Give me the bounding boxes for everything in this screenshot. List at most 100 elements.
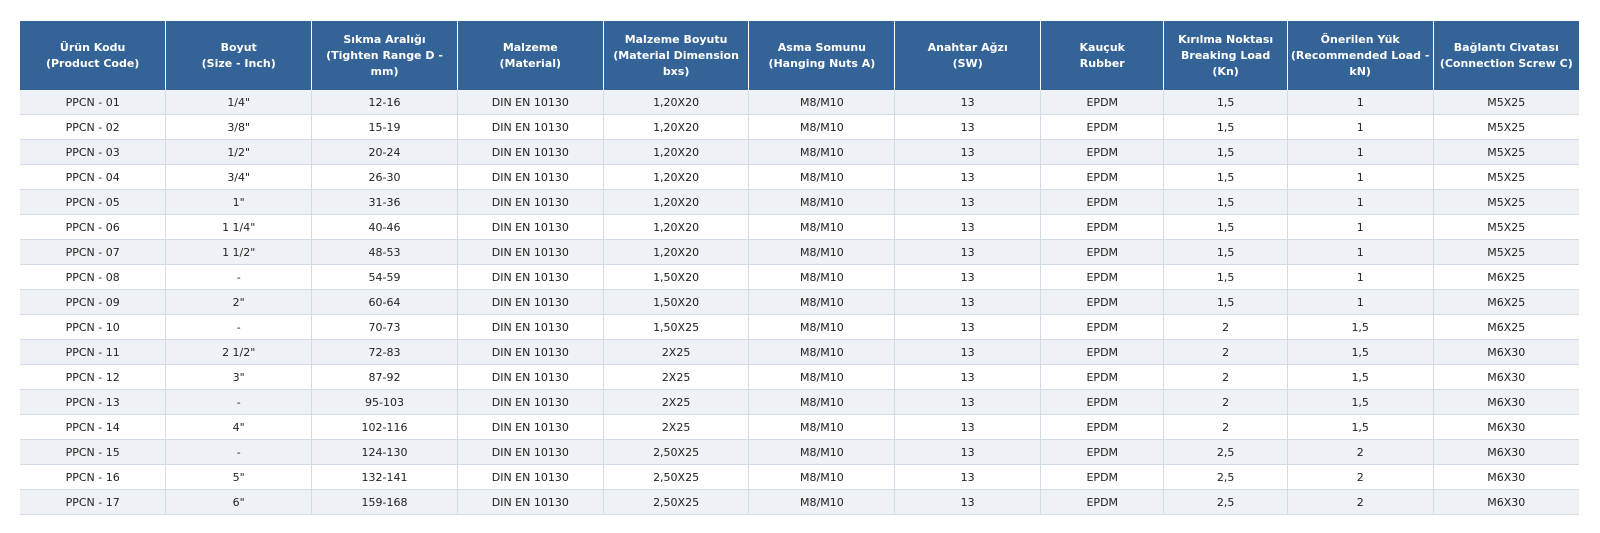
- connection-screw-cell: M5X25: [1433, 239, 1579, 265]
- connection-screw-cell: M6X30: [1433, 339, 1579, 365]
- connection-screw-cell: M6X30: [1433, 389, 1579, 415]
- wrench-size-cell: 13: [894, 114, 1042, 140]
- tighten-range-cell: 132-141: [311, 464, 458, 490]
- tighten-range-cell: 70-73: [311, 314, 458, 340]
- hanging-nuts-cell: M8/M10: [748, 289, 896, 315]
- tighten-range-cell: 102-116: [311, 414, 458, 440]
- size-cell: -: [165, 264, 313, 290]
- hanging-nuts-cell: M8/M10: [748, 239, 896, 265]
- table-row: PPCN - 10-70-73 DIN EN 10130 1,50X25 M8/M10…: [20, 314, 1579, 340]
- recommended-load-cell: 1,5: [1287, 314, 1434, 340]
- table-row: PPCN - 13-95-103 DIN EN 10130 2X25 M8/M10 13…: [20, 389, 1579, 415]
- rubber-cell: EPDM: [1040, 489, 1165, 515]
- material-cell: DIN EN 10130: [457, 239, 604, 265]
- table-row: PPCN - 04 3/4" 26-30 DIN EN 10130 1,20X20 M8/…: [20, 164, 1579, 190]
- column-header-size: Boyut (Size - Inch): [165, 21, 313, 90]
- wrench-size-cell: 13: [894, 289, 1042, 315]
- size-cell: 1/4": [165, 90, 313, 115]
- column-header-connection-screw: Bağlantı Civatası (Connection Screw C): [1433, 21, 1579, 90]
- rubber-cell: EPDM: [1040, 414, 1165, 440]
- rubber-cell: EPDM: [1040, 464, 1165, 490]
- table-row: PPCN - 12 3" 87-92 DIN EN 10130 2X25 M8/M10 13…: [20, 364, 1579, 390]
- wrench-size-cell: 13: [894, 239, 1042, 265]
- material-cell: DIN EN 10130: [457, 314, 604, 340]
- rubber-cell: EPDM: [1040, 364, 1165, 390]
- table-row: PPCN - 09 2" 60-64 DIN EN 10130 1,50X20 M8/M1…: [20, 289, 1579, 315]
- breaking-load-cell: 1,5: [1163, 214, 1288, 240]
- product-code-cell: PPCN - 01: [20, 90, 167, 115]
- connection-screw-cell: M5X25: [1433, 189, 1579, 215]
- rubber-cell: EPDM: [1040, 189, 1165, 215]
- breaking-load-cell: 2: [1163, 414, 1288, 440]
- size-cell: 2 1/2": [165, 339, 313, 365]
- hanging-nuts-cell: M8/M10: [748, 90, 896, 115]
- tighten-range-cell: 60-64: [311, 289, 458, 315]
- size-cell: 3": [165, 364, 313, 390]
- product-code-cell: PPCN - 04: [20, 164, 167, 190]
- breaking-load-cell: 2: [1163, 314, 1288, 340]
- hanging-nuts-cell: M8/M10: [748, 464, 896, 490]
- connection-screw-cell: M5X25: [1433, 164, 1579, 190]
- breaking-load-cell: 2,5: [1163, 489, 1288, 515]
- product-code-cell: PPCN - 10: [20, 314, 167, 340]
- hanging-nuts-cell: M8/M10: [748, 489, 896, 515]
- material-dimension-cell: 1,20X20: [603, 139, 750, 165]
- hanging-nuts-cell: M8/M10: [748, 114, 896, 140]
- breaking-load-cell: 1,5: [1163, 114, 1288, 140]
- recommended-load-cell: 1: [1287, 214, 1434, 240]
- column-header-breaking-load: Kırılma Noktası Breaking Load (Kn): [1163, 21, 1288, 90]
- size-cell: -: [165, 389, 313, 415]
- product-code-cell: PPCN - 13: [20, 389, 167, 415]
- table-row: PPCN - 02 3/8" 15-19 DIN EN 10130 1,20X20 M8/…: [20, 114, 1579, 140]
- hanging-nuts-cell: M8/M10: [748, 339, 896, 365]
- connection-screw-cell: M6X30: [1433, 439, 1579, 465]
- breaking-load-cell: 2: [1163, 364, 1288, 390]
- rubber-cell: EPDM: [1040, 314, 1165, 340]
- connection-screw-cell: M6X25: [1433, 289, 1579, 315]
- material-dimension-cell: 1,20X20: [603, 214, 750, 240]
- material-dimension-cell: 1,20X20: [603, 164, 750, 190]
- breaking-load-cell: 2: [1163, 389, 1288, 415]
- material-cell: DIN EN 10130: [457, 489, 604, 515]
- breaking-load-cell: 1,5: [1163, 164, 1288, 190]
- recommended-load-cell: 1: [1287, 139, 1434, 165]
- wrench-size-cell: 13: [894, 489, 1042, 515]
- hanging-nuts-cell: M8/M10: [748, 214, 896, 240]
- wrench-size-cell: 13: [894, 90, 1042, 115]
- product-code-cell: PPCN - 07: [20, 239, 167, 265]
- tighten-range-cell: 20-24: [311, 139, 458, 165]
- material-cell: DIN EN 10130: [457, 464, 604, 490]
- connection-screw-cell: M5X25: [1433, 114, 1579, 140]
- hanging-nuts-cell: M8/M10: [748, 364, 896, 390]
- product-code-cell: PPCN - 16: [20, 464, 167, 490]
- product-code-cell: PPCN - 12: [20, 364, 167, 390]
- rubber-cell: EPDM: [1040, 214, 1165, 240]
- wrench-size-cell: 13: [894, 414, 1042, 440]
- tighten-range-cell: 48-53: [311, 239, 458, 265]
- hanging-nuts-cell: M8/M10: [748, 164, 896, 190]
- material-cell: DIN EN 10130: [457, 164, 604, 190]
- size-cell: 3/8": [165, 114, 313, 140]
- breaking-load-cell: 1,5: [1163, 289, 1288, 315]
- tighten-range-cell: 159-168: [311, 489, 458, 515]
- tighten-range-cell: 95-103: [311, 389, 458, 415]
- material-cell: DIN EN 10130: [457, 289, 604, 315]
- column-header-product-code: Ürün Kodu (Product Code): [20, 21, 167, 90]
- tighten-range-cell: 26-30: [311, 164, 458, 190]
- column-header-recommended-load: Önerilen Yük (Recommended Load - kN): [1287, 21, 1434, 90]
- connection-screw-cell: M6X30: [1433, 364, 1579, 390]
- tighten-range-cell: 87-92: [311, 364, 458, 390]
- table-row: PPCN - 17 6" 159-168 DIN EN 10130 2,50X25 M8/…: [20, 489, 1579, 515]
- recommended-load-cell: 2: [1287, 439, 1434, 465]
- connection-screw-cell: M6X30: [1433, 464, 1579, 490]
- material-dimension-cell: 2X25: [603, 389, 750, 415]
- size-cell: 1 1/2": [165, 239, 313, 265]
- product-code-cell: PPCN - 14: [20, 414, 167, 440]
- hanging-nuts-cell: M8/M10: [748, 314, 896, 340]
- hanging-nuts-cell: M8/M10: [748, 414, 896, 440]
- material-dimension-cell: 1,20X20: [603, 114, 750, 140]
- column-header-wrench-size: Anahtar Ağzı (SW): [894, 21, 1042, 90]
- breaking-load-cell: 1,5: [1163, 189, 1288, 215]
- size-cell: 1": [165, 189, 313, 215]
- rubber-cell: EPDM: [1040, 339, 1165, 365]
